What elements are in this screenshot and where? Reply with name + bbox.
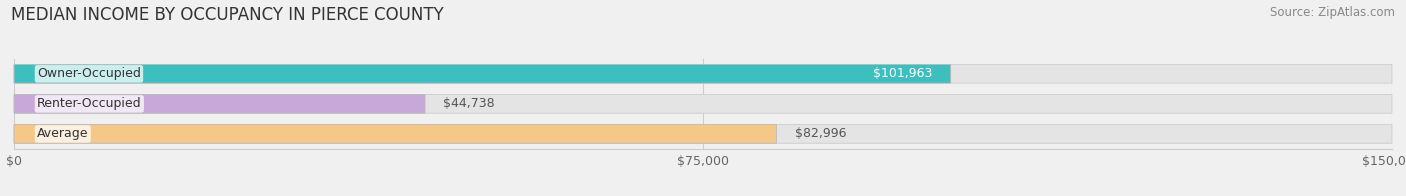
Text: $82,996: $82,996 [794,127,846,140]
FancyBboxPatch shape [14,125,776,143]
FancyBboxPatch shape [14,125,1392,143]
FancyBboxPatch shape [14,94,1392,113]
FancyBboxPatch shape [14,64,950,83]
Text: $44,738: $44,738 [443,97,495,110]
Text: $101,963: $101,963 [873,67,932,80]
Text: Source: ZipAtlas.com: Source: ZipAtlas.com [1270,6,1395,19]
FancyBboxPatch shape [14,94,425,113]
FancyBboxPatch shape [14,64,1392,83]
Text: Average: Average [37,127,89,140]
Text: Renter-Occupied: Renter-Occupied [37,97,142,110]
Text: MEDIAN INCOME BY OCCUPANCY IN PIERCE COUNTY: MEDIAN INCOME BY OCCUPANCY IN PIERCE COU… [11,6,444,24]
Text: Owner-Occupied: Owner-Occupied [37,67,141,80]
